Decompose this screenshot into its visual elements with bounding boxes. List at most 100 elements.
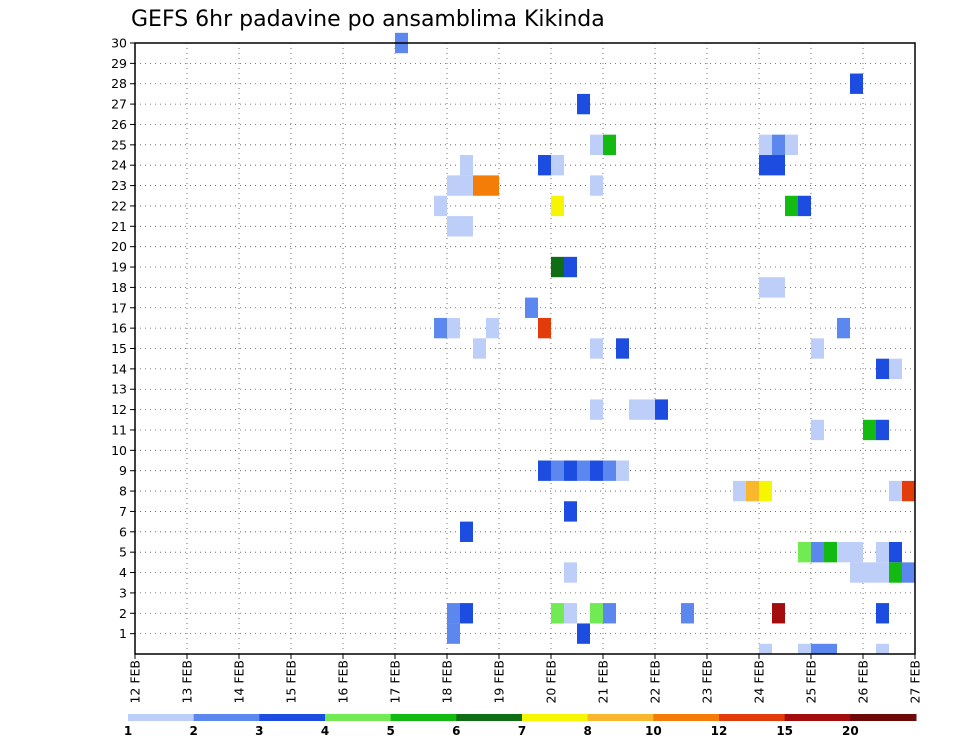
x-tick-label: 21 FEB [596, 660, 611, 704]
precip-cell [460, 521, 473, 542]
precip-cell [551, 195, 564, 217]
colorbar-segment [456, 714, 523, 721]
precip-cell [590, 399, 603, 420]
precip-cell [902, 480, 915, 502]
precip-cell [564, 603, 577, 624]
precip-cell [538, 317, 551, 339]
precip-cell [590, 460, 603, 481]
precip-cell [889, 480, 902, 502]
precip-cell [798, 195, 811, 217]
precip-cell [655, 399, 668, 420]
colorbar-label: 4 [321, 724, 329, 738]
precip-cell [759, 277, 772, 298]
precip-cell [824, 643, 837, 654]
precip-cell [447, 175, 460, 196]
x-tick-label: 16 FEB [336, 660, 351, 704]
colorbar-label: 15 [776, 724, 793, 738]
precip-cell [434, 317, 447, 339]
precip-cell [824, 541, 837, 563]
colorbar-label: 10 [645, 724, 662, 738]
precip-cell [785, 195, 798, 217]
precip-cell [603, 134, 616, 156]
precip-cell [590, 134, 603, 156]
precip-cell [785, 134, 798, 156]
precip-cell [590, 175, 603, 196]
precip-cell [889, 358, 902, 380]
y-tick-label: 11 [111, 422, 127, 437]
precip-cell [447, 216, 460, 237]
precip-cell [837, 541, 850, 563]
precip-cell [863, 419, 876, 441]
y-tick-label: 28 [111, 76, 127, 91]
precip-cell [850, 562, 863, 583]
x-tick-label: 18 FEB [440, 660, 455, 704]
precip-cell [902, 562, 915, 583]
precip-cell [564, 256, 577, 278]
y-tick-label: 1 [119, 626, 127, 641]
y-tick-label: 23 [111, 178, 127, 193]
colorbar-label: 12 [711, 724, 728, 738]
precip-cell [772, 603, 785, 624]
precip-cell [889, 562, 902, 583]
precip-cell [811, 419, 824, 441]
y-tick-label: 18 [111, 280, 127, 295]
precip-cell [759, 480, 772, 502]
precip-cell [551, 256, 564, 278]
precip-cell [551, 460, 564, 481]
precip-cell [811, 541, 824, 563]
colorbar-label: 5 [386, 724, 394, 738]
x-tick-label: 17 FEB [388, 660, 403, 704]
y-tick-label: 2 [119, 606, 127, 621]
x-tick-label: 19 FEB [492, 660, 507, 704]
precip-cell [447, 603, 460, 624]
colorbar-segment [325, 714, 392, 721]
precip-cell [486, 175, 499, 196]
precip-cell [772, 277, 785, 298]
precip-cell [863, 562, 876, 583]
x-tick-label: 25 FEB [804, 660, 819, 704]
precip-cell [759, 134, 772, 156]
y-axis: 1234567891011121314151617181920212223242… [111, 36, 135, 641]
y-tick-label: 14 [111, 361, 127, 376]
precip-cell [837, 317, 850, 339]
x-tick-label: 22 FEB [648, 660, 663, 704]
y-tick-label: 6 [119, 524, 127, 539]
chart-title: GEFS 6hr padavine po ansamblima Kikinda [131, 7, 605, 32]
precip-cell [460, 155, 473, 176]
precip-cell [551, 155, 564, 176]
y-tick-label: 8 [119, 484, 127, 499]
precip-cell [876, 562, 889, 583]
precip-cell [460, 216, 473, 237]
precip-cell [564, 460, 577, 481]
precip-cell [772, 134, 785, 156]
y-tick-label: 5 [119, 545, 127, 560]
grid-lines [135, 42, 915, 654]
colorbar-label: 7 [518, 724, 526, 738]
colorbar-label: 6 [452, 724, 460, 738]
y-tick-label: 9 [119, 463, 127, 478]
precip-cell [759, 643, 772, 654]
precip-cell [798, 643, 811, 654]
x-tick-label: 12 FEB [128, 660, 143, 704]
colorbar-label: 8 [583, 724, 591, 738]
precip-cell [590, 338, 603, 359]
precip-cell [850, 541, 863, 563]
precip-cell [811, 643, 824, 654]
y-tick-label: 29 [111, 56, 127, 71]
precip-cell [811, 338, 824, 359]
precip-cell [772, 155, 785, 176]
heatmap-cells [395, 32, 915, 654]
precip-cell [577, 93, 590, 115]
colorbar-segment [850, 714, 917, 721]
x-tick-label: 15 FEB [284, 660, 299, 704]
y-tick-label: 21 [111, 219, 127, 234]
x-tick-label: 24 FEB [752, 660, 767, 704]
y-tick-label: 24 [111, 158, 127, 173]
y-tick-label: 3 [119, 585, 127, 600]
x-tick-label: 13 FEB [180, 660, 195, 704]
precip-cell [681, 603, 694, 624]
colorbar-label: 20 [842, 724, 859, 738]
precip-cell [603, 460, 616, 481]
precip-cell [876, 541, 889, 563]
